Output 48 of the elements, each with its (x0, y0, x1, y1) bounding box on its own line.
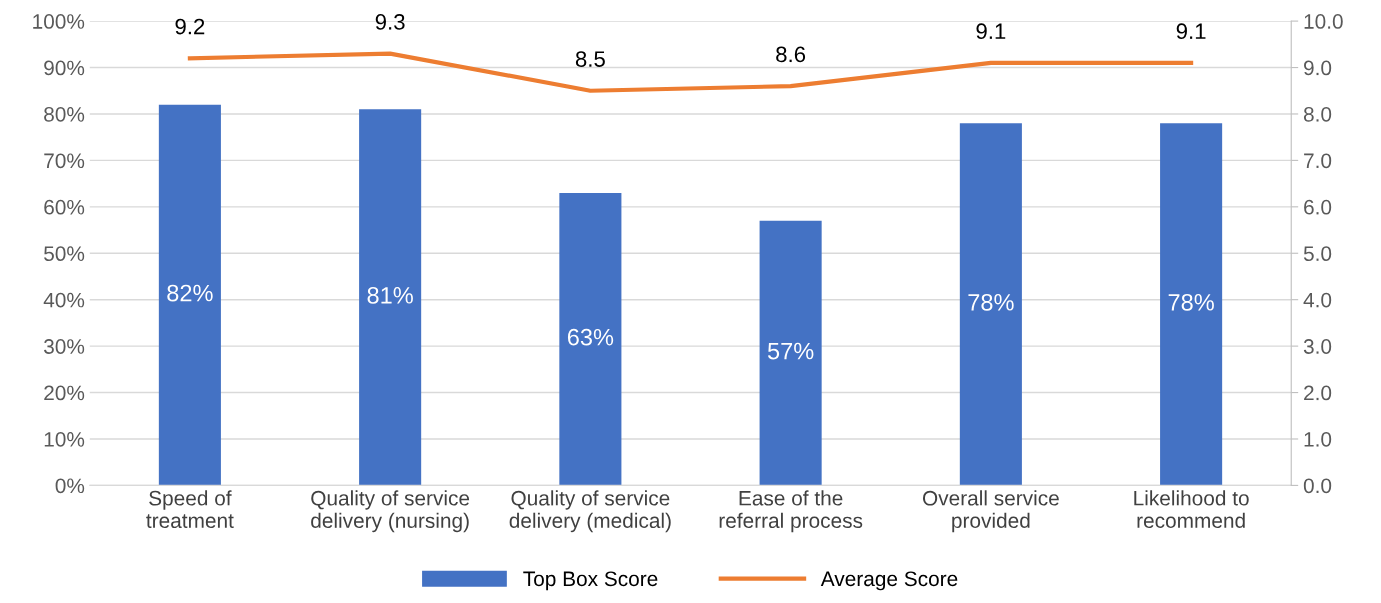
bar (559, 192, 622, 486)
bar (158, 104, 221, 486)
y2-tick-label: 2.0 (1304, 385, 1332, 401)
x-tick-label: Overall service provided (922, 490, 1059, 533)
data-label: 9.1 (976, 23, 1006, 40)
y2-tick-label: 10.0 (1304, 14, 1343, 29)
data-label: 78% (968, 293, 1014, 311)
data-label: 9.2 (175, 18, 205, 35)
y2-tick-label: 9.0 (1304, 60, 1332, 76)
data-label: 9.3 (375, 14, 405, 30)
x-tick-label: Likelihood to recommend (1134, 490, 1249, 529)
data-label: 8.6 (776, 46, 806, 63)
y-tick-label: 100% (33, 14, 85, 29)
y-tick-label: 90% (44, 60, 85, 76)
x-tick-label: Quality of service delivery (nursing) (311, 490, 470, 533)
legend-label: Average Score (820, 571, 958, 591)
y2-tick-label: 8.0 (1303, 106, 1332, 122)
data-label: 81% (367, 286, 413, 304)
y2-tick-label: 1.0 (1304, 431, 1332, 447)
y2-tick-label: 3.0 (1303, 339, 1332, 354)
y-tick-label: 50% (44, 246, 85, 262)
y-tick-label: 30% (44, 339, 85, 354)
y-tick-label: 60% (44, 199, 85, 215)
y-tick-label: 70% (44, 153, 85, 169)
data-label: 82% (167, 284, 213, 302)
bar (1160, 123, 1223, 486)
data-label: 63% (567, 328, 614, 346)
bar (959, 123, 1022, 486)
y-tick-label: 80% (44, 106, 85, 122)
y-tick-label: 0% (55, 478, 85, 494)
bar (759, 220, 822, 486)
y2-tick-label: 7.0 (1304, 153, 1332, 169)
x-tick-label: Quality of service delivery (medical) (509, 490, 671, 533)
y2-tick-label: 6.0 (1304, 199, 1332, 215)
data-label: 9.1 (1176, 23, 1206, 40)
data-label: 78% (1168, 293, 1214, 311)
y-tick-label: 20% (44, 385, 85, 401)
y2-tick-label: 4.0 (1303, 292, 1332, 308)
y2-tick-label: 5.0 (1303, 246, 1332, 262)
data-label: 57% (767, 342, 814, 360)
x-tick-label: Ease of the referral process (719, 490, 863, 533)
y2-tick-label: 0.0 (1303, 478, 1332, 494)
bar (359, 109, 422, 486)
y-tick-label: 40% (43, 292, 85, 308)
legend-label: Top Box Score (523, 571, 658, 591)
x-tick-label: Speed of treatment (146, 490, 234, 529)
y-tick-label: 10% (44, 431, 85, 447)
data-label: 8.5 (575, 51, 605, 67)
